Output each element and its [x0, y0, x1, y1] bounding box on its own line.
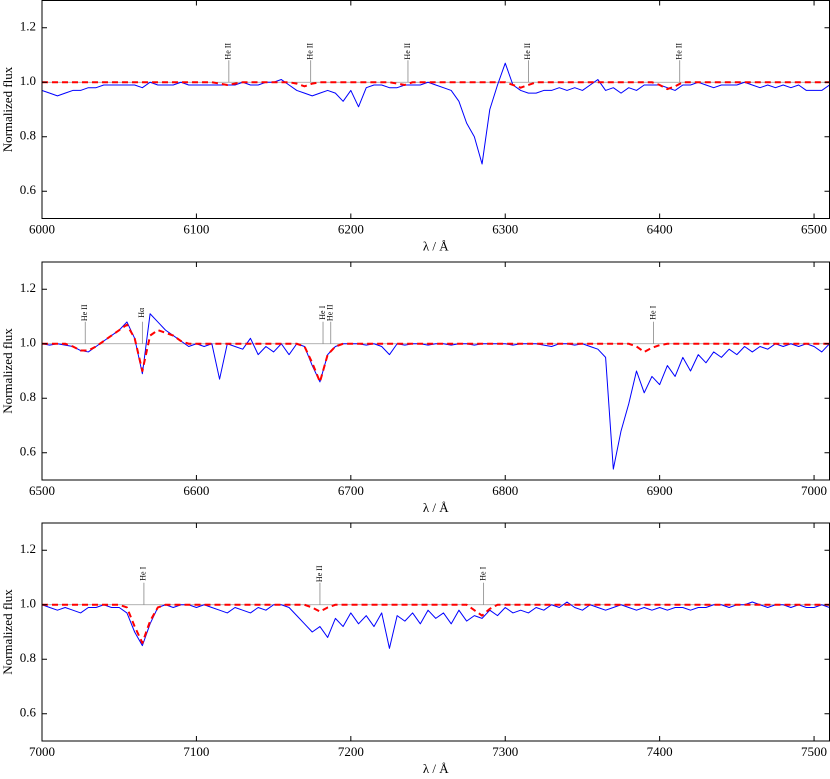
- x-tick-label: 7400: [647, 744, 673, 759]
- y-tick-label: 1.2: [20, 280, 36, 295]
- spectrum-line: [42, 81, 830, 91]
- annotation-label: Hα: [137, 307, 146, 318]
- plot-area: [42, 62, 830, 165]
- annotation-label: He II: [523, 43, 532, 60]
- annotation-label: He II: [315, 565, 324, 582]
- x-tick-label: 6500: [801, 221, 827, 236]
- spectrum-line: [42, 62, 830, 165]
- plot-area: [42, 313, 830, 470]
- x-tick-label: 6400: [647, 221, 673, 236]
- annotation-label: He II: [80, 304, 89, 321]
- axes-frame: [41, 261, 830, 481]
- x-tick-label: 6200: [338, 221, 364, 236]
- y-tick-label: 0.6: [20, 444, 37, 459]
- x-tick-label: 6700: [338, 483, 364, 498]
- x-tick-label: 7200: [338, 744, 364, 759]
- annotation-label: He II: [306, 43, 315, 60]
- y-tick-label: 1.2: [20, 541, 36, 556]
- annotation-label: He I: [139, 566, 148, 580]
- annotation-label: He I: [318, 305, 327, 319]
- y-tick-label: 1.0: [20, 73, 36, 88]
- x-tick-label: 6300: [492, 221, 518, 236]
- y-tick-label: 0.8: [20, 128, 36, 143]
- y-tick-label: 0.6: [20, 182, 37, 197]
- x-tick-label: 6600: [183, 483, 209, 498]
- annotation-label: He I: [478, 566, 487, 580]
- x-axis-label: λ / Å: [423, 761, 449, 776]
- axes-frame: [41, 0, 830, 219]
- y-tick-label: 1.0: [20, 335, 36, 350]
- annotation-label: He I: [648, 305, 657, 319]
- x-tick-label: 6500: [29, 483, 55, 498]
- y-axis-label: Normalized flux: [0, 589, 15, 675]
- panel: He I He II He I 7000 7100 7200 7300 7400 7500 0.6…: [0, 522, 830, 776]
- annotation-label: He II: [675, 43, 684, 60]
- y-tick-label: 0.6: [20, 705, 37, 720]
- x-tick-label: 7300: [492, 744, 518, 759]
- x-tick-label: 6100: [183, 221, 209, 236]
- y-tick-label: 0.8: [20, 650, 36, 665]
- x-tick-label: 6900: [647, 483, 673, 498]
- x-axis-label: λ / Å: [423, 500, 449, 515]
- spectrum-line: [42, 323, 830, 383]
- y-tick-label: 0.8: [20, 389, 36, 404]
- plot-area: [42, 601, 830, 649]
- x-tick-label: 7000: [801, 483, 827, 498]
- y-tick-label: 1.2: [20, 19, 36, 34]
- x-tick-label: 7100: [183, 744, 209, 759]
- x-tick-label: 6000: [29, 221, 55, 236]
- annotation-label: He II: [403, 43, 412, 60]
- annotation-label: He II: [326, 304, 335, 321]
- axes-frame: [41, 522, 830, 742]
- x-tick-label: 7500: [801, 744, 827, 759]
- x-tick-label: 7000: [29, 744, 55, 759]
- y-axis-label: Normalized flux: [0, 66, 15, 152]
- x-tick-label: 6800: [492, 483, 518, 498]
- annotation-label: He II: [224, 43, 233, 60]
- panel: He II He II He II He II He II 6000 6100 6200 630…: [0, 0, 830, 253]
- spectrum-line: [42, 313, 830, 470]
- spectrum-line: [42, 601, 830, 649]
- spectrum-line: [42, 603, 830, 644]
- x-axis-label: λ / Å: [423, 238, 449, 253]
- y-axis-label: Normalized flux: [0, 328, 15, 414]
- y-tick-label: 1.0: [20, 596, 36, 611]
